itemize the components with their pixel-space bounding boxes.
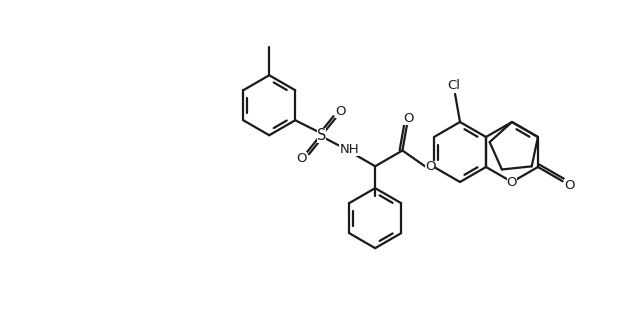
Text: Cl: Cl	[447, 79, 460, 91]
Text: O: O	[564, 179, 575, 192]
Text: O: O	[507, 177, 517, 189]
Text: S: S	[317, 128, 326, 143]
Text: O: O	[335, 105, 346, 118]
Text: O: O	[425, 160, 435, 173]
Text: O: O	[296, 152, 307, 165]
Text: NH: NH	[339, 143, 359, 156]
Text: O: O	[403, 112, 413, 125]
